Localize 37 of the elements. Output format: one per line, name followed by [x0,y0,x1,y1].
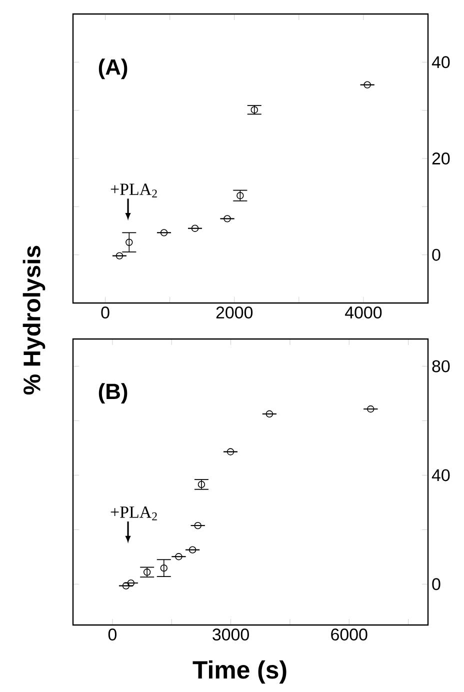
point [364,81,371,88]
annotation: +PLA$_{2}$ [110,184,157,198]
point [143,568,151,576]
point [160,564,168,572]
point [116,252,124,260]
y-tick-label: 0 [432,248,440,261]
point [198,480,206,488]
point [266,410,274,418]
x-tick-label: 3000 [212,628,249,641]
point [250,106,258,114]
point [226,448,234,456]
x-tick-label: 6000 [331,628,368,641]
x-tick-label: 0 [108,628,116,641]
point [224,215,231,222]
point [126,238,133,246]
x-tick-label: 2000 [216,306,253,319]
y-axis-title: % Hydrolysis [22,246,46,394]
y-tick-label: 40 [432,469,450,482]
x-tick-label: 0 [101,306,110,319]
point [191,224,199,232]
y-tick-label: 40 [432,56,450,68]
x-tick-label: 4000 [345,306,382,319]
point [122,582,130,590]
x-axis-title: Time (s) [192,660,286,684]
point [367,405,374,413]
point [175,553,182,560]
annotation: (A) [98,58,128,80]
point [160,229,168,236]
y-tick-label: 80 [432,360,450,372]
y-tick-label: 0 [432,578,440,590]
annotation: +PLA$_{2}$ [110,506,157,520]
y-tick-label: 20 [432,152,450,164]
point [236,192,244,200]
point [194,522,202,530]
annotation: (B) [98,383,128,404]
point [188,546,196,554]
point [127,579,135,587]
